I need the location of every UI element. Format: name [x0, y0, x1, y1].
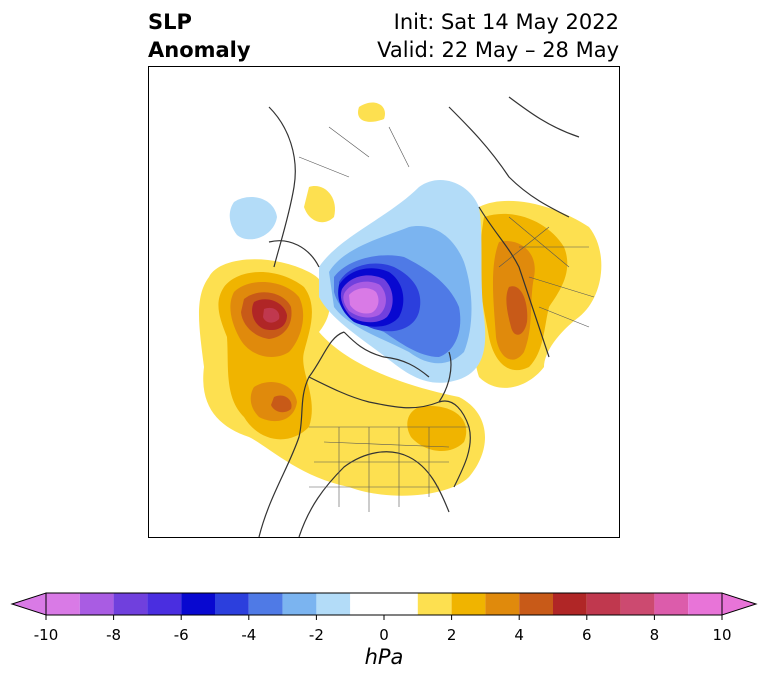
- colorbar-cell: [181, 593, 215, 615]
- colorbar-cell: [147, 593, 182, 615]
- colorbar-tick-label: -10: [34, 626, 59, 644]
- colorbar-tick-label: 10: [712, 626, 731, 644]
- colorbar-cell: [46, 593, 80, 615]
- contour-positive-1-d: [358, 102, 385, 122]
- contour-positive-4-b: [271, 395, 292, 413]
- colorbar-tick-label: 0: [379, 626, 389, 644]
- coastlines: [258, 96, 580, 537]
- colorbar-tick-label: 6: [582, 626, 592, 644]
- colorbar-ticks: -10 -8 -6 -4 -2 0 2 4 6 8 10: [34, 615, 732, 644]
- colorbar-tick-label: -2: [309, 626, 324, 644]
- colorbar-cell: [688, 593, 722, 615]
- colorbar-tick-label: 8: [650, 626, 660, 644]
- colorbar-tick-label: -6: [174, 626, 189, 644]
- contour-positive-4-c: [506, 286, 528, 335]
- contour-negative-10: [349, 288, 379, 314]
- contour-negative-1-b: [229, 197, 277, 240]
- colorbar-over-arrow: [721, 592, 758, 616]
- colorbar-cell: [215, 593, 249, 615]
- colorbar-tick-label: -4: [241, 626, 256, 644]
- colorbar-cell: [519, 593, 553, 615]
- colorbar-cell: [451, 593, 486, 615]
- colorbar-cell: [282, 593, 317, 615]
- colorbar-cell: [553, 593, 587, 615]
- colorbar-cell: [417, 593, 452, 615]
- colorbar-cell: [79, 593, 114, 615]
- colorbar-tick-label: 2: [447, 626, 457, 644]
- map-dates: Init: Sat 14 May 2022 Valid: 22 May – 28…: [377, 8, 619, 64]
- colorbar-cell: [654, 593, 689, 615]
- contour-positive-1-c: [304, 186, 335, 223]
- colorbar-unit-label: hPa: [364, 645, 404, 669]
- anomaly-map: [148, 66, 620, 538]
- political-borders: [298, 126, 595, 512]
- colorbar-cell: [586, 593, 621, 615]
- colorbar-cells: [46, 593, 722, 615]
- colorbar-cell: [485, 593, 520, 615]
- map-title: SLP Anomaly: [148, 8, 251, 64]
- title-line-1: SLP: [148, 10, 192, 34]
- anomaly-map-svg: [199, 96, 602, 537]
- contour-positive-2-c: [407, 406, 467, 452]
- colorbar-under-arrow: [10, 592, 47, 616]
- colorbar-tick-label: 4: [514, 626, 524, 644]
- colorbar-cell: [316, 593, 351, 615]
- colorbar-cell: [113, 593, 148, 615]
- title-line-2: Anomaly: [148, 38, 251, 62]
- colorbar-tick-label: -8: [106, 626, 121, 644]
- colorbar-cell: [248, 593, 283, 615]
- valid-dates: Valid: 22 May – 28 May: [377, 38, 619, 62]
- colorbar: -10 -8 -6 -4 -2 0 2 4 6 8 10: [10, 592, 758, 644]
- colorbar-cell: [350, 593, 418, 615]
- colorbar-cell: [620, 593, 655, 615]
- contour-positive-6: [263, 307, 280, 323]
- init-date: Init: Sat 14 May 2022: [393, 10, 619, 34]
